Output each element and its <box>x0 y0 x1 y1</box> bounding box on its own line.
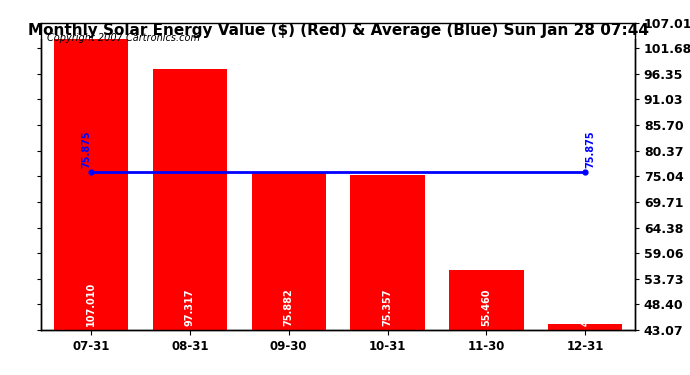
Text: 44.325: 44.325 <box>580 289 591 326</box>
Text: Copyright 2007 Cartronics.com: Copyright 2007 Cartronics.com <box>48 33 200 43</box>
Text: 75.882: 75.882 <box>284 288 294 326</box>
Text: 97.317: 97.317 <box>185 289 195 326</box>
Bar <box>351 175 424 330</box>
Text: 107.010: 107.010 <box>86 282 96 326</box>
Text: 55.460: 55.460 <box>482 289 491 326</box>
Bar <box>449 270 524 330</box>
Bar <box>152 69 227 330</box>
Text: Monthly Solar Energy Value ($) (Red) & Average (Blue) Sun Jan 28 07:44: Monthly Solar Energy Value ($) (Red) & A… <box>28 22 649 38</box>
Text: 75.875: 75.875 <box>81 131 91 168</box>
Text: 75.357: 75.357 <box>382 289 393 326</box>
Bar <box>252 172 326 330</box>
Bar <box>549 324 622 330</box>
Bar <box>54 22 128 330</box>
Text: 75.875: 75.875 <box>585 131 595 168</box>
